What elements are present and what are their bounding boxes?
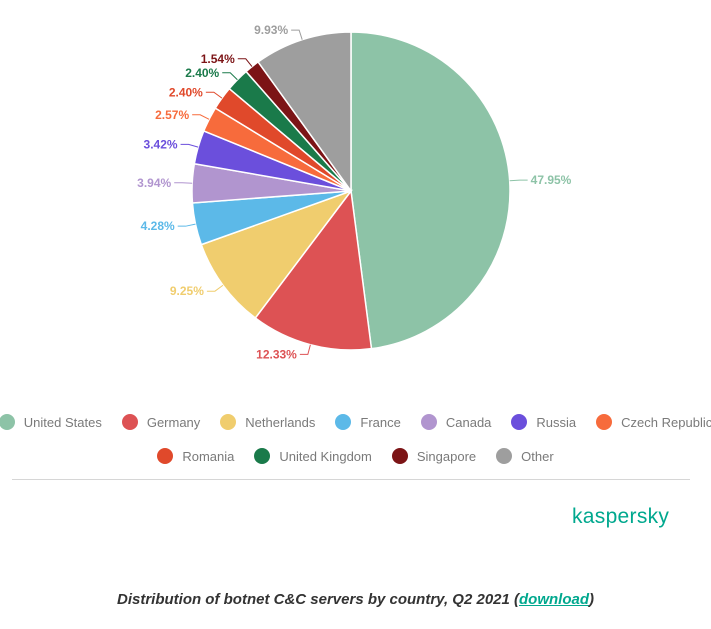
leader-line	[291, 29, 303, 40]
legend-swatch	[511, 414, 528, 430]
data-label: 2.40%	[185, 66, 219, 80]
divider	[12, 479, 690, 480]
legend-item[interactable]: Germany	[121, 414, 201, 430]
legend-row-2: Romania United Kingdom Singapore Other	[0, 448, 711, 464]
pie-slice-united-states	[350, 31, 511, 350]
legend-label: Russia	[536, 414, 577, 430]
legend-row-1: United States Germany Netherlands France Can…	[0, 414, 711, 430]
legend-swatch	[0, 414, 15, 430]
leader-line	[180, 143, 199, 148]
data-label: 1.54%	[201, 52, 235, 66]
legend-swatch	[596, 414, 613, 430]
leader-line	[206, 284, 224, 292]
data-label: 12.33%	[256, 347, 297, 361]
legend-label: Other	[521, 448, 554, 464]
legend-item[interactable]: Czech Republic	[596, 414, 711, 430]
figure-caption: Distribution of botnet C&C servers by co…	[0, 591, 711, 608]
legend-label: Romania	[182, 448, 235, 464]
legend-item[interactable]: Canada	[420, 414, 492, 430]
legend-swatch	[157, 448, 174, 464]
legend-label: Netherlands	[245, 414, 316, 430]
legend-label: Czech Republic	[621, 414, 711, 430]
caption-suffix: )	[589, 591, 595, 608]
leader-line	[177, 223, 196, 227]
legend-item[interactable]: Netherlands	[220, 414, 315, 430]
pie-chart: 47.95% 12.33% 9.25% 4.28% 3.94% 3.42% 2.57% 2.4…	[137, 23, 572, 361]
legend-item[interactable]: Romania	[157, 448, 234, 464]
legend-item[interactable]: France	[335, 414, 401, 430]
legend-label: Singapore	[416, 448, 477, 464]
pie-slice-netherlands	[200, 189, 354, 320]
kaspersky-logo: kaspersky	[572, 505, 670, 528]
pie-slice-other	[257, 31, 352, 194]
data-label: 3.42%	[144, 137, 178, 151]
data-label: 47.95%	[531, 173, 572, 187]
caption-text: Distribution of botnet C&C servers by co…	[116, 591, 520, 608]
legend-swatch	[220, 414, 237, 430]
legend-swatch	[121, 414, 138, 430]
legend-item[interactable]: Russia	[511, 414, 576, 430]
legend-item[interactable]: United Kingdom	[254, 448, 372, 464]
download-link[interactable]: download	[519, 591, 590, 608]
legend-label: Canada	[445, 414, 492, 430]
legend-label: United States	[23, 414, 102, 430]
legend-label: France	[360, 414, 401, 430]
legend-swatch	[391, 448, 408, 464]
legend-item[interactable]: United States	[0, 414, 102, 430]
legend-label: Germany	[146, 414, 201, 430]
legend-swatch	[254, 448, 271, 464]
data-label: 9.93%	[254, 23, 288, 37]
legend-item[interactable]: Other	[496, 448, 554, 464]
data-label: 9.25%	[170, 284, 204, 298]
legend-swatch	[420, 414, 437, 430]
leader-line	[222, 72, 238, 81]
leader-line	[205, 91, 223, 99]
legend-swatch	[335, 414, 352, 430]
leader-line	[192, 114, 210, 120]
leader-line	[237, 58, 253, 67]
legend-label: United Kingdom	[279, 448, 372, 464]
data-label: 2.40%	[169, 85, 203, 99]
legend-swatch	[496, 448, 513, 464]
leader-line	[509, 179, 528, 182]
data-label: 4.28%	[141, 219, 175, 233]
leader-line	[299, 344, 311, 355]
data-label: 3.94%	[137, 176, 171, 190]
legend-item[interactable]: Singapore	[391, 448, 477, 464]
data-label: 2.57%	[155, 108, 189, 122]
